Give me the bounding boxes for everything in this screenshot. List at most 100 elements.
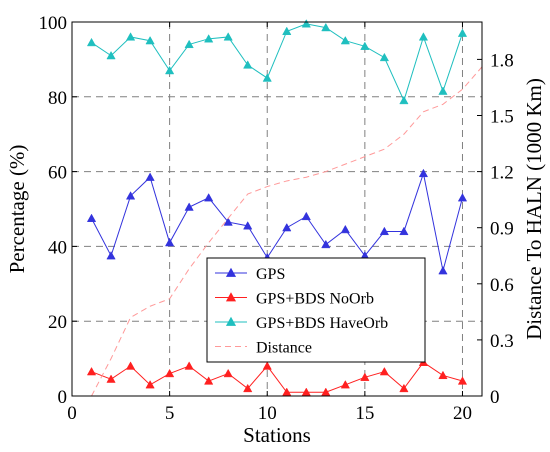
y-left-tick-label: 60 xyxy=(48,163,67,184)
data-point xyxy=(438,370,448,380)
y-left-tick-label: 0 xyxy=(58,387,68,408)
data-point xyxy=(340,380,350,389)
data-point xyxy=(223,32,233,41)
data-point xyxy=(360,41,370,50)
data-point xyxy=(204,193,214,202)
x-tick-label: 5 xyxy=(165,403,175,424)
data-point xyxy=(321,239,331,249)
y-right-tick-label: 1.8 xyxy=(490,50,514,71)
data-point xyxy=(106,251,116,260)
y-right-tick-label: 0.6 xyxy=(490,275,514,296)
legend-label: GPS xyxy=(256,266,285,283)
data-point xyxy=(457,193,468,202)
data-point xyxy=(360,372,370,381)
data-point xyxy=(282,222,292,232)
data-point xyxy=(418,32,429,41)
legend-label: Distance xyxy=(256,340,312,357)
data-point xyxy=(282,26,292,35)
legend-item: GPS+BDS HaveOrb xyxy=(215,315,388,332)
data-point xyxy=(106,374,116,383)
data-point xyxy=(125,191,136,200)
axes: 0 5 10 15 20 0 20 40 60 80 100 0 0.3 0.6 0.9 1.2 1.5 1.8 xyxy=(39,13,514,424)
y-left-tick-label: 100 xyxy=(39,13,68,34)
y-axis-right-title: Distance To HALN (1000 Km) xyxy=(522,78,546,340)
data-point xyxy=(418,168,429,178)
data-point xyxy=(86,213,97,222)
data-point xyxy=(204,34,214,43)
data-point xyxy=(457,28,468,37)
data-point xyxy=(86,37,97,47)
legend-swatch-marker xyxy=(225,292,237,302)
data-point xyxy=(379,52,390,62)
data-point xyxy=(301,19,311,28)
data-point xyxy=(184,39,194,49)
data-point xyxy=(184,361,194,370)
data-point xyxy=(164,368,175,378)
plot-frame xyxy=(71,21,483,397)
legend-item: Distance xyxy=(215,340,312,357)
data-point xyxy=(184,202,194,211)
data-point xyxy=(223,217,233,226)
data-point xyxy=(301,211,311,221)
data-point xyxy=(145,35,155,45)
x-tick-label: 20 xyxy=(453,403,472,424)
series-gps-bds-noorb xyxy=(86,357,468,396)
series-distance xyxy=(91,66,483,397)
series-line xyxy=(91,66,483,397)
x-tick-label: 10 xyxy=(258,403,277,424)
legend-swatch-marker xyxy=(225,316,237,326)
data-point xyxy=(125,32,136,41)
y-axis-left-title: Percentage (%) xyxy=(5,145,29,274)
data-point xyxy=(340,35,350,45)
y-right-tick-label: 0 xyxy=(490,387,500,408)
series-line xyxy=(91,361,463,393)
data-point xyxy=(86,366,97,376)
data-point xyxy=(379,366,390,376)
y-left-tick-label: 80 xyxy=(48,88,67,109)
data-point xyxy=(321,22,331,32)
data-point xyxy=(457,376,468,385)
data-series xyxy=(86,19,483,397)
series-gps-bds-haveorb xyxy=(86,19,468,105)
y-right-tick-label: 1.2 xyxy=(490,163,514,184)
legend-swatch-marker xyxy=(225,267,237,277)
data-point xyxy=(262,73,272,82)
data-point xyxy=(125,361,136,370)
y-right-tick-label: 0.3 xyxy=(490,331,514,352)
data-point xyxy=(164,65,175,75)
data-point xyxy=(223,368,233,378)
data-point xyxy=(243,221,253,230)
x-tick-label: 0 xyxy=(67,403,77,424)
data-point xyxy=(164,237,175,247)
data-point xyxy=(145,172,155,181)
legend-item: GPS xyxy=(215,266,285,283)
data-point xyxy=(399,95,409,105)
data-point xyxy=(340,224,350,234)
legend: GPS GPS+BDS NoOrb GPS+BDS HaveOrb Distance xyxy=(206,257,426,363)
data-point xyxy=(204,376,214,385)
y-right-tick-label: 0.9 xyxy=(490,219,514,240)
y-left-tick-label: 40 xyxy=(48,237,67,258)
legend-item: GPS+BDS NoOrb xyxy=(215,291,374,308)
legend-label: GPS+BDS NoOrb xyxy=(256,291,374,308)
series-line xyxy=(91,23,463,102)
legend-box xyxy=(206,257,426,363)
data-point xyxy=(438,265,448,275)
series-gps xyxy=(86,168,468,275)
x-tick-label: 15 xyxy=(355,403,374,424)
y-left-tick-label: 20 xyxy=(48,312,67,333)
data-point xyxy=(262,361,272,370)
data-point xyxy=(243,60,253,69)
legend-label: GPS+BDS HaveOrb xyxy=(256,315,388,332)
data-point xyxy=(243,383,253,393)
y-right-tick-label: 1.5 xyxy=(490,107,514,128)
data-point xyxy=(379,226,390,236)
data-point xyxy=(145,380,155,389)
data-point xyxy=(399,226,409,236)
data-point xyxy=(438,86,448,95)
data-point xyxy=(399,383,409,393)
series-line xyxy=(91,171,463,271)
data-point xyxy=(106,50,116,60)
